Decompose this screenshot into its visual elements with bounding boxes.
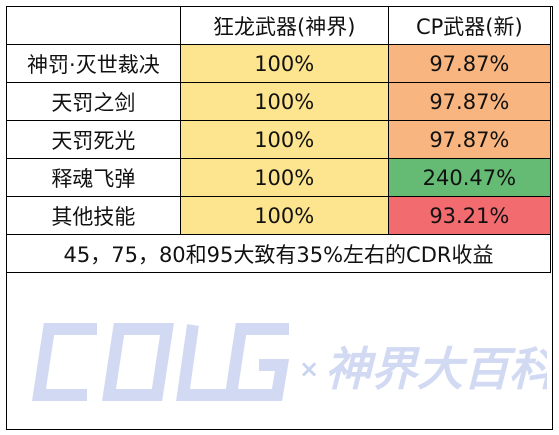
table-row: 释魂飞弹 100% 240.47%: [6, 158, 552, 197]
row-label: 天罚死光: [6, 120, 181, 159]
value-cell-col1: 100%: [179, 44, 389, 83]
header-weapon-b: CP武器(新): [387, 6, 552, 45]
row-label: 其他技能: [6, 196, 181, 235]
note-row: 45，75，80和95大致有35%左右的CDR收益: [6, 234, 551, 273]
spreadsheet-area: 狂龙武器(神界) CP武器(新) 神罚·灭世裁决 100% 97.87% 天罚之…: [6, 6, 559, 430]
table-row: 神罚·灭世裁决 100% 97.87%: [6, 44, 552, 83]
row-label: 释魂飞弹: [6, 158, 181, 197]
value-cell-col2: 97.87%: [387, 44, 552, 83]
value-cell-col2: 240.47%: [387, 158, 552, 197]
table-row: 天罚之剑 100% 97.87%: [6, 82, 552, 121]
table-row: 其他技能 100% 93.21%: [6, 196, 552, 235]
row-label: 天罚之剑: [6, 82, 181, 121]
value-cell-col2: 97.87%: [387, 120, 552, 159]
value-cell-col1: 100%: [179, 82, 389, 121]
value-cell-col1: 100%: [179, 120, 389, 159]
header-weapon-a: 狂龙武器(神界): [179, 6, 389, 45]
value-cell-col2: 97.87%: [387, 82, 552, 121]
table-row: 天罚死光 100% 97.87%: [6, 120, 552, 159]
watermark-separator: ×: [299, 355, 319, 383]
header-corner-cell: [6, 6, 181, 45]
row-label: 神罚·灭世裁决: [6, 44, 181, 83]
comparison-table: 狂龙武器(神界) CP武器(新) 神罚·灭世裁决 100% 97.87% 天罚之…: [6, 6, 552, 273]
value-cell-col2: 93.21%: [387, 196, 552, 235]
header-row: 狂龙武器(神界) CP武器(新): [6, 6, 552, 45]
value-cell-col1: 100%: [179, 158, 389, 197]
watermark-subtitle: 神界大百科: [325, 342, 547, 396]
watermark: × 神界大百科: [27, 307, 559, 417]
cdr-note: 45，75，80和95大致有35%左右的CDR收益: [6, 234, 551, 273]
value-cell-col1: 100%: [179, 196, 389, 235]
watermark-logo-icon: × 神界大百科: [32, 323, 559, 401]
